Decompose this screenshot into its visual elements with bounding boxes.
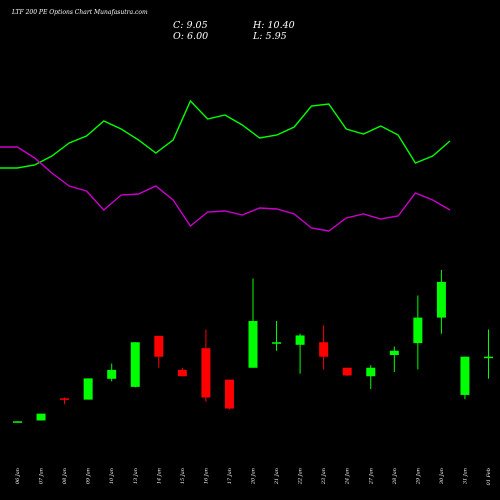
date-axis: 06 Jan 07 Jan 08 Jan 09 Jan 10 Jan 13 Jan 14 J… bbox=[15, 468, 492, 485]
candle-body bbox=[389, 350, 399, 355]
date-label: 29 Jan bbox=[415, 468, 421, 485]
candle-body bbox=[248, 321, 258, 368]
date-label: 16 Jan bbox=[203, 468, 209, 484]
candle bbox=[177, 367, 187, 377]
date-label: 09 Jan bbox=[86, 468, 92, 484]
candle bbox=[272, 321, 282, 351]
candle-body bbox=[36, 413, 46, 421]
candle-body bbox=[107, 369, 117, 379]
candle-body bbox=[224, 379, 234, 409]
date-label: 17 Jan bbox=[227, 468, 233, 484]
candle bbox=[13, 421, 22, 423]
candle bbox=[60, 397, 70, 405]
chart-title: LTF 200 PE Options Chart Munafasutra.com bbox=[11, 9, 148, 16]
date-label: 21 Jan bbox=[274, 468, 280, 485]
candle bbox=[366, 365, 376, 389]
candle bbox=[201, 329, 211, 402]
date-label: 27 Jan bbox=[368, 468, 374, 485]
candle-body bbox=[342, 367, 352, 376]
date-label: 22 Jan bbox=[298, 468, 304, 485]
candle bbox=[413, 295, 423, 370]
candle bbox=[83, 378, 93, 400]
candle-body bbox=[272, 342, 282, 344]
candle-body bbox=[177, 369, 187, 377]
candle bbox=[436, 270, 446, 334]
open-value: O: 6.00 bbox=[173, 31, 208, 42]
candle bbox=[484, 329, 493, 379]
candle bbox=[36, 413, 46, 421]
date-label: 31 Jan bbox=[462, 468, 468, 484]
date-label: 15 Jan bbox=[180, 468, 186, 484]
date-label: 28 Jan bbox=[392, 468, 398, 485]
candle bbox=[224, 379, 234, 410]
candles bbox=[13, 270, 493, 423]
candle-body bbox=[436, 281, 446, 318]
candle-body bbox=[60, 398, 70, 400]
candle bbox=[319, 325, 329, 370]
candle-body bbox=[413, 317, 423, 344]
date-label: 01 Feb bbox=[486, 468, 492, 485]
magenta-indicator-line bbox=[0, 146, 451, 232]
low-value: L: 5.95 bbox=[252, 31, 287, 42]
date-label: 30 Jan bbox=[439, 468, 445, 484]
candle bbox=[107, 363, 117, 382]
candle-body bbox=[366, 367, 376, 377]
candle bbox=[154, 335, 164, 368]
candle-body bbox=[460, 356, 470, 395]
high-value: H: 10.40 bbox=[252, 20, 295, 31]
candle bbox=[248, 278, 258, 368]
candle-body bbox=[13, 421, 22, 423]
date-label: 07 Jan bbox=[39, 468, 45, 484]
candle bbox=[130, 342, 140, 388]
candle-body bbox=[83, 378, 93, 400]
date-label: 10 Jan bbox=[109, 468, 115, 484]
date-label: 23 Jan bbox=[321, 468, 327, 485]
candle-body bbox=[201, 348, 211, 398]
candle bbox=[295, 333, 305, 374]
candle bbox=[460, 356, 470, 400]
date-label: 24 Jan bbox=[345, 468, 351, 485]
candle bbox=[389, 346, 399, 372]
close-value: C: 9.05 bbox=[173, 20, 208, 31]
date-label: 13 Jan bbox=[133, 468, 139, 484]
date-label: 06 Jan bbox=[15, 468, 21, 484]
indicator-lines bbox=[0, 99, 451, 232]
date-label: 08 Jan bbox=[62, 468, 68, 484]
candle-body bbox=[295, 335, 305, 345]
candle-body bbox=[130, 342, 140, 387]
candle-body bbox=[154, 335, 164, 357]
date-label: 14 Jan bbox=[156, 468, 162, 484]
green-indicator-line bbox=[0, 99, 451, 169]
candle-body bbox=[319, 342, 329, 357]
candle bbox=[342, 367, 352, 377]
date-label: 20 Jan bbox=[251, 468, 257, 485]
candle-body bbox=[484, 356, 493, 359]
